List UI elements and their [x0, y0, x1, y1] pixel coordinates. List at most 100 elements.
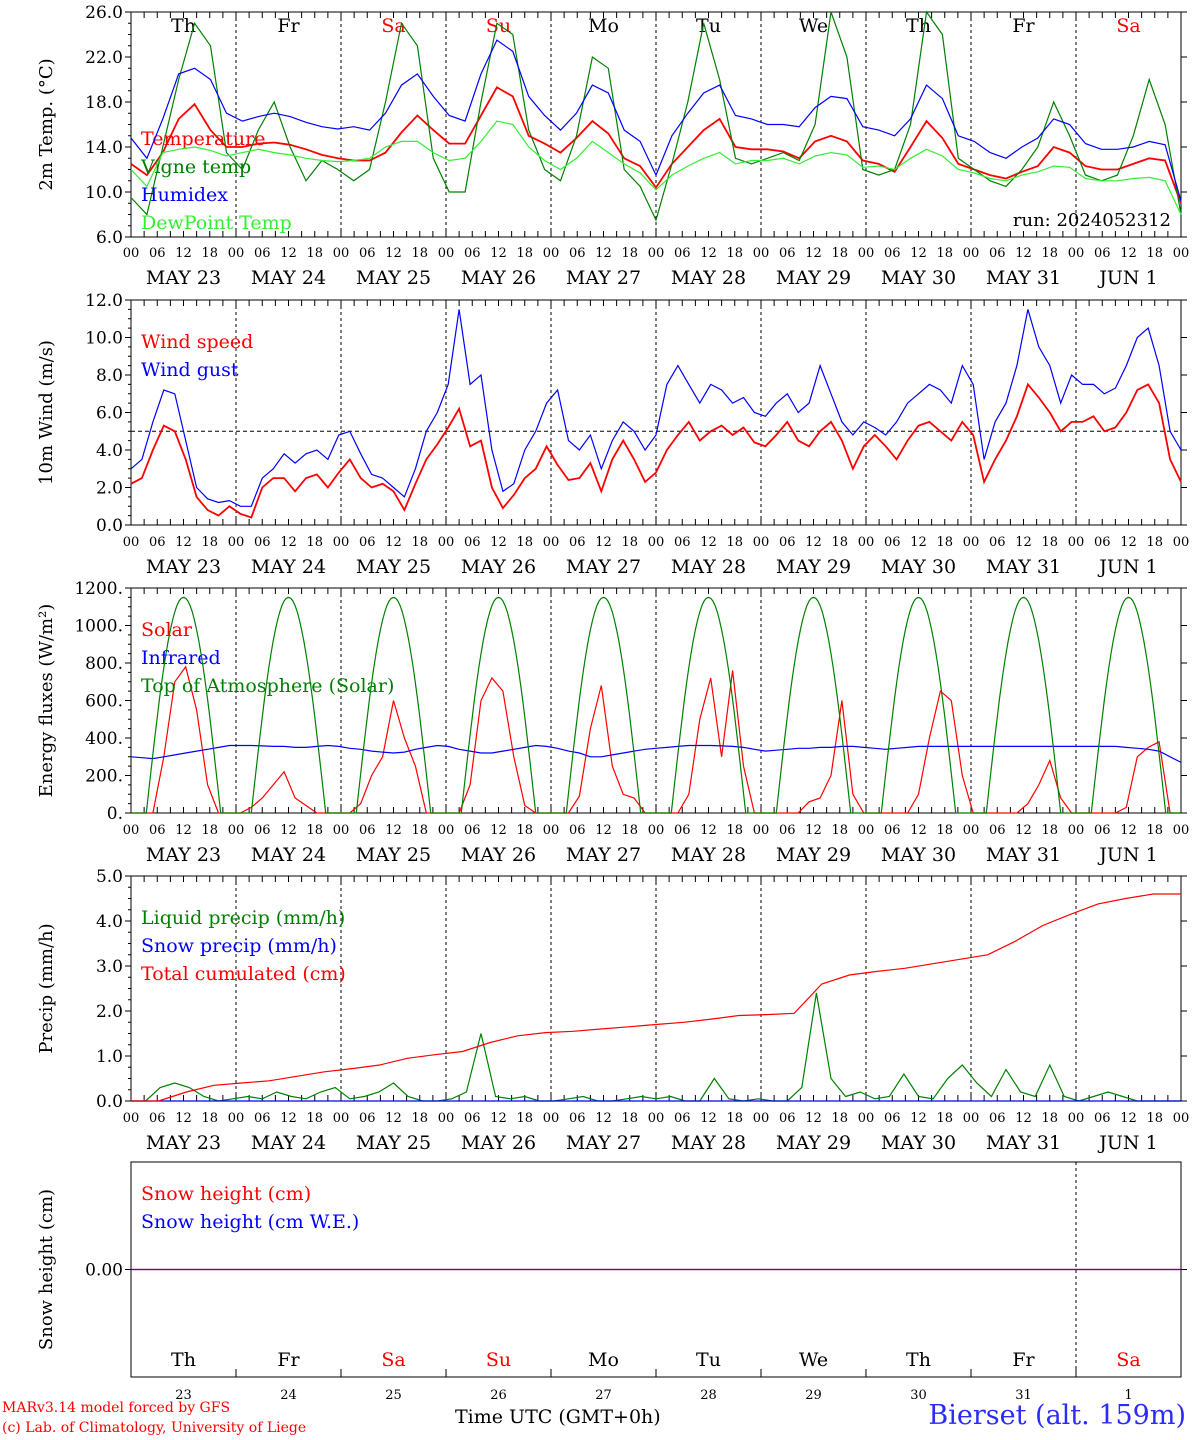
hour-tick-label: 00 — [648, 1111, 665, 1126]
hour-tick-label: 12 — [595, 535, 612, 550]
hour-tick-label: 18 — [831, 246, 848, 261]
lab-credit: (c) Lab. of Climatology, University of L… — [2, 1420, 307, 1436]
hour-tick-label: 12 — [805, 246, 822, 261]
y-tick-label: 6.0 — [96, 228, 123, 248]
hour-tick-label: 18 — [306, 535, 323, 550]
hour-tick-label: 00 — [543, 535, 560, 550]
hour-tick-label: 18 — [306, 246, 323, 261]
y-tick-label: 6.0 — [96, 404, 123, 424]
legend-entry: Total cumulated (cm) — [141, 963, 346, 985]
hour-tick-label: 06 — [359, 1111, 376, 1126]
hour-tick-label: 06 — [254, 1111, 271, 1126]
panel-temperature: 6.0 10.0 14.0 18.0 22.0 26.0 2m Temp. (°C) 00 06… — [36, 3, 1189, 289]
date-label: MAY 27 — [566, 556, 641, 578]
hour-tick-label: 00 — [753, 246, 770, 261]
series-line-temperature — [130, 86, 1182, 204]
date-label: MAY 26 — [461, 556, 536, 578]
legend-entry: Snow precip (mm/h) — [141, 935, 337, 957]
hour-tick-label: 18 — [411, 246, 428, 261]
date-label: MAY 29 — [776, 267, 851, 289]
y-tick-label: 18.0 — [85, 93, 123, 113]
date-label: MAY 29 — [776, 844, 851, 866]
hour-tick-label: 06 — [1094, 823, 1111, 838]
day-name: Fr — [1012, 1349, 1035, 1371]
hour-tick-label: 18 — [831, 535, 848, 550]
hour-tick-label: 00 — [1173, 823, 1190, 838]
hour-tick-label: 00 — [1173, 246, 1190, 261]
hour-tick-label: 12 — [175, 823, 192, 838]
date-label: MAY 24 — [251, 1132, 326, 1154]
date-label: MAY 30 — [881, 1132, 956, 1154]
hour-tick-label: 12 — [805, 823, 822, 838]
day-name: Fr — [1012, 15, 1035, 37]
hour-tick-label: 12 — [700, 246, 717, 261]
hour-tick-label: 06 — [359, 823, 376, 838]
legend-entry: Top of Atmosphere (Solar) — [141, 675, 394, 697]
y-tick-label: 4.0 — [96, 441, 123, 461]
hour-tick-label: 18 — [201, 823, 218, 838]
hour-tick-label: 18 — [1146, 823, 1163, 838]
y-tick-label: 200. — [85, 767, 123, 787]
date-label: MAY 28 — [671, 1132, 746, 1154]
date-label: MAY 24 — [251, 556, 326, 578]
hour-tick-label: 06 — [569, 1111, 586, 1126]
hour-tick-label: 18 — [1146, 1111, 1163, 1126]
x-axis-title: Time UTC (GMT+0h) — [455, 1406, 661, 1428]
hour-tick-label: 12 — [175, 535, 192, 550]
day-name: Th — [171, 1349, 196, 1371]
hour-tick-label: 06 — [254, 823, 271, 838]
day-name: Tu — [696, 1349, 721, 1371]
hour-tick-label: 06 — [674, 823, 691, 838]
hour-tick-label: 00 — [228, 1111, 245, 1126]
hour-tick-label: 00 — [963, 246, 980, 261]
hour-tick-label: 12 — [385, 823, 402, 838]
date-label: MAY 23 — [146, 1132, 221, 1154]
hour-tick-label: 06 — [884, 823, 901, 838]
hour-tick-label: 00 — [753, 823, 770, 838]
series-line-infrared — [130, 744, 1182, 763]
legend-entry: Solar — [141, 619, 193, 641]
station-label[interactable]: Bierset (alt. 159m) — [928, 1400, 1186, 1431]
y-tick-label: 2.0 — [96, 479, 123, 499]
plot-frame — [130, 587, 1182, 814]
hour-tick-label: 18 — [936, 1111, 953, 1126]
hour-tick-label: 00 — [963, 823, 980, 838]
hour-tick-label: 06 — [149, 823, 166, 838]
hour-tick-label: 18 — [726, 535, 743, 550]
date-label: MAY 27 — [566, 844, 641, 866]
series-line-liquid-precip-mm-h- — [131, 992, 1181, 1102]
y-tick-label: 12.0 — [85, 291, 123, 311]
hour-tick-label: 12 — [175, 1111, 192, 1126]
y-tick-label: 4.0 — [96, 912, 123, 932]
panel-snow: 0.00 Snow height (cm) Th Fr Sa Su Mo Tu We Th Fr Sa… — [36, 1161, 1187, 1403]
hour-tick-label: 06 — [989, 246, 1006, 261]
hour-tick-label: 12 — [1015, 246, 1032, 261]
panel-wind: 0.0 2.0 4.0 6.0 8.0 10.0 12.0 10m Wind (m/s) 00 0… — [36, 291, 1189, 578]
hour-tick-label: 18 — [516, 246, 533, 261]
plot-frame — [130, 11, 1182, 238]
hour-tick-label: 18 — [306, 1111, 323, 1126]
hour-tick-label: 12 — [280, 535, 297, 550]
hour-tick-label: 06 — [779, 246, 796, 261]
date-label: MAY 31 — [986, 844, 1061, 866]
hour-tick-label: 06 — [464, 823, 481, 838]
y-axis-label: Energy fluxes (W/m²) — [36, 604, 57, 798]
day-number: 29 — [805, 1388, 822, 1403]
hour-tick-label: 06 — [884, 246, 901, 261]
hour-tick-label: 00 — [963, 535, 980, 550]
day-name: Th — [906, 15, 931, 37]
hour-tick-label: 00 — [1068, 535, 1085, 550]
hour-tick-label: 06 — [464, 246, 481, 261]
day-number: 23 — [175, 1388, 192, 1403]
hour-tick-label: 06 — [884, 1111, 901, 1126]
hour-tick-label: 00 — [858, 823, 875, 838]
day-name: Fr — [277, 1349, 300, 1371]
y-axis-label: 2m Temp. (°C) — [36, 58, 57, 190]
hour-tick-label: 00 — [333, 1111, 350, 1126]
date-label: MAY 30 — [881, 267, 956, 289]
hour-tick-label: 18 — [411, 1111, 428, 1126]
hour-tick-label: 18 — [411, 535, 428, 550]
y-tick-label: 10.0 — [85, 183, 123, 203]
hour-tick-label: 12 — [805, 1111, 822, 1126]
hour-tick-label: 18 — [1041, 535, 1058, 550]
